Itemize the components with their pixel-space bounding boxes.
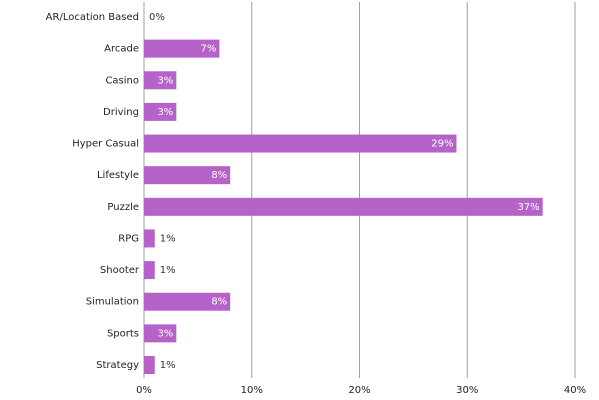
value-label: 37% xyxy=(517,202,539,213)
bar xyxy=(144,229,155,248)
y-tick-label: Shooter xyxy=(100,265,140,276)
bar xyxy=(144,166,231,185)
y-tick-label: Strategy xyxy=(96,360,139,371)
y-tick-label: RPG xyxy=(118,233,139,244)
y-tick-label: Hyper Casual xyxy=(72,139,139,150)
value-label: 1% xyxy=(160,360,176,371)
value-label: 3% xyxy=(157,328,173,339)
y-tick-label: Driving xyxy=(103,107,139,118)
y-tick-label: Arcade xyxy=(104,44,139,55)
value-label: 8% xyxy=(211,170,227,181)
x-tick-label: 10% xyxy=(241,385,263,396)
bar xyxy=(144,102,177,121)
value-label: 3% xyxy=(157,75,173,86)
bar xyxy=(144,356,155,374)
x-tick-label: 20% xyxy=(348,385,370,396)
bar xyxy=(144,261,155,280)
value-label: 1% xyxy=(160,265,176,276)
value-label: 7% xyxy=(201,44,217,55)
x-tick-label: 40% xyxy=(564,385,586,396)
y-tick-label: Lifestyle xyxy=(97,170,139,181)
y-tick-label: Puzzle xyxy=(107,202,139,213)
x-tick-label: 30% xyxy=(456,385,478,396)
y-tick-label: Casino xyxy=(105,75,139,86)
bar xyxy=(144,324,177,343)
x-tick-label: 0% xyxy=(136,385,152,396)
bar xyxy=(144,134,457,153)
bar xyxy=(144,71,177,90)
value-label: 0% xyxy=(149,12,165,23)
y-tick-label: Simulation xyxy=(86,297,139,308)
y-tick-label: AR/Location Based xyxy=(46,12,139,23)
value-label: 3% xyxy=(157,107,173,118)
bar xyxy=(144,292,231,311)
y-tick-label: Sports xyxy=(107,328,139,339)
value-label: 29% xyxy=(431,139,453,150)
value-label: 1% xyxy=(160,233,176,244)
value-label: 8% xyxy=(211,297,227,308)
bar xyxy=(144,197,543,216)
bar xyxy=(144,39,220,58)
